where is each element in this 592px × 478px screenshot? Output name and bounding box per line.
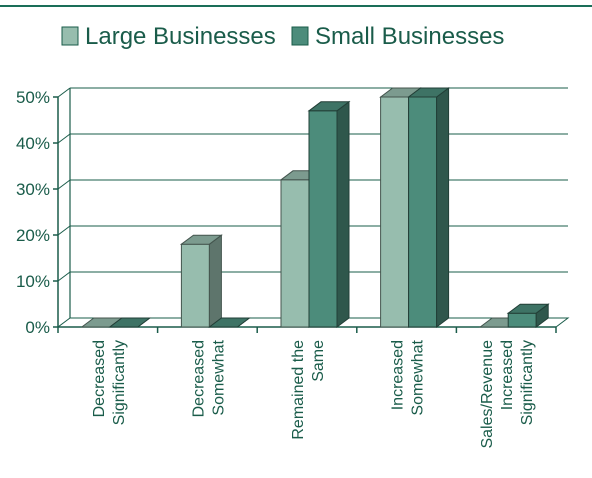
x-category-label-line: Same: [310, 340, 327, 382]
x-category-label-line: Sales/Revenue: [479, 340, 496, 449]
gridline-depth: [57, 179, 71, 190]
legend-label-small-businesses: Small Businesses: [315, 23, 504, 50]
bar-front: [308, 110, 338, 328]
bar-top: [108, 317, 152, 328]
bar-front: [180, 243, 210, 328]
bar-small-businesses: [108, 317, 152, 328]
bar-top: [179, 234, 223, 245]
bar-top: [207, 317, 251, 328]
x-category-label: Decreased Significantly: [91, 340, 128, 425]
y-tick-label: 40%: [16, 134, 50, 153]
legend-label-large-businesses: Large Businesses: [85, 23, 276, 50]
bar-small-businesses: [207, 317, 251, 328]
legend: Large Businesses Small Businesses: [61, 23, 504, 50]
x-category-label-line: Significantly: [111, 340, 128, 425]
y-tick-label: 20%: [16, 226, 50, 245]
x-category-label-line: Decreased: [190, 340, 207, 417]
bar-front: [380, 96, 410, 328]
x-category-label-line: Somewhat: [410, 339, 427, 415]
x-category-label-line: Increased: [499, 340, 516, 410]
bar-front: [280, 179, 310, 328]
x-category-label-line: Remained the: [290, 340, 307, 440]
bar-small-businesses: [506, 303, 550, 328]
x-axis-labels: Decreased Significantly Decreased Somewhat R…: [91, 339, 536, 448]
x-category-label-line: Increased: [390, 340, 407, 410]
x-category-label: Sales/Revenue Increased Significantly: [479, 340, 536, 449]
bar-large-businesses: [179, 234, 223, 328]
y-tick-label: 50%: [16, 88, 50, 107]
y-tick-label: 10%: [16, 272, 50, 291]
bars: [80, 87, 550, 328]
bar-top: [407, 87, 451, 98]
bar-small-businesses: [307, 100, 351, 328]
gridline-depth: [57, 271, 71, 282]
bar-small-businesses: [407, 87, 451, 328]
bar-front: [408, 96, 438, 328]
bar-side: [336, 100, 350, 328]
y-tick-label: 0%: [25, 318, 50, 337]
x-category-label: Remained the Same: [290, 340, 327, 440]
bar-top: [307, 101, 351, 112]
bar-front: [507, 312, 537, 328]
gridline-depth: [57, 133, 71, 144]
bar-side: [208, 234, 222, 328]
legend-swatch-small-businesses: [291, 26, 309, 46]
gridline-depth: [57, 87, 71, 98]
bar-side: [436, 87, 450, 328]
bar-top: [506, 303, 550, 314]
y-tick-label: 30%: [16, 180, 50, 199]
x-category-label-line: Somewhat: [210, 339, 227, 415]
x-category-label: Increased Somewhat: [390, 339, 427, 415]
x-category-label-line: Decreased: [91, 340, 108, 417]
x-category-label-line: Significantly: [519, 340, 536, 425]
legend-swatch-large-businesses: [61, 26, 79, 46]
gridline-depth: [57, 225, 71, 236]
y-axis-ticks: 0% 10% 20% 30% 40% 50%: [16, 88, 58, 337]
x-category-label: Decreased Somewhat: [190, 339, 227, 417]
